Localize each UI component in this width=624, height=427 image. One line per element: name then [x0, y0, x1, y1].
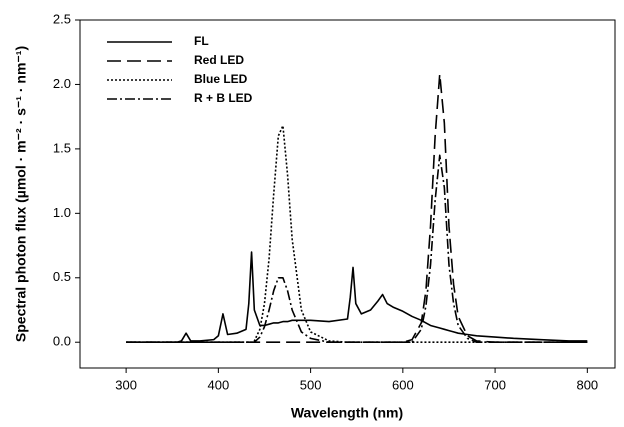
- series-line: [126, 251, 588, 344]
- legend-label: Red LED: [194, 53, 244, 67]
- series-line: [126, 154, 588, 344]
- series-line: [126, 124, 588, 344]
- plot-frame: [79, 19, 616, 369]
- y-tick-label: 0.5: [53, 269, 71, 284]
- series-line: [126, 73, 588, 344]
- x-tick-label: 300: [115, 377, 137, 392]
- y-tick-label: 0.0: [53, 334, 71, 349]
- y-tick-label: 1.5: [53, 140, 71, 155]
- x-tick-label: 500: [300, 377, 322, 392]
- x-axis-label: Wavelength (nm): [291, 405, 403, 421]
- legend-label: Blue LED: [194, 72, 248, 86]
- x-tick-label: 800: [576, 377, 598, 392]
- x-tick-label: 700: [484, 377, 506, 392]
- y-axis-label: Spectral photon flux (µmol · m⁻² · s⁻¹ ·…: [13, 46, 29, 342]
- x-tick-label: 600: [392, 377, 414, 392]
- y-tick-label: 2.0: [53, 76, 71, 91]
- y-tick-label: 1.0: [53, 205, 71, 220]
- y-tick-label: 2.5: [53, 11, 71, 26]
- legend-label: FL: [194, 34, 209, 48]
- x-tick-label: 400: [208, 377, 230, 392]
- legend-label: R + B LED: [194, 91, 253, 105]
